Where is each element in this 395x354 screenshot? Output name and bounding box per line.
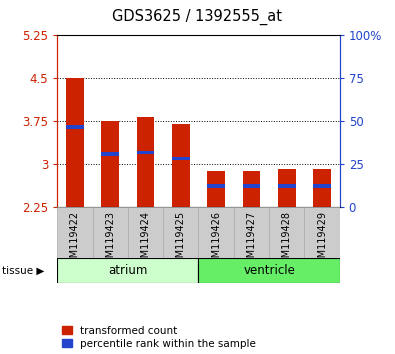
Text: GSM119426: GSM119426 xyxy=(211,211,221,270)
Bar xyxy=(163,207,198,258)
Text: GSM119428: GSM119428 xyxy=(282,211,292,270)
Bar xyxy=(207,171,225,207)
Text: GSM119423: GSM119423 xyxy=(105,211,115,270)
Bar xyxy=(243,184,260,188)
Bar xyxy=(92,207,128,258)
Bar xyxy=(102,152,119,155)
Bar xyxy=(102,121,119,207)
Bar xyxy=(278,184,295,188)
Bar xyxy=(305,207,340,258)
Bar xyxy=(172,157,190,160)
Text: ventricle: ventricle xyxy=(243,264,295,277)
Text: GDS3625 / 1392555_at: GDS3625 / 1392555_at xyxy=(113,9,282,25)
Bar xyxy=(199,207,234,258)
Bar xyxy=(269,207,305,258)
Bar xyxy=(57,207,92,258)
Text: atrium: atrium xyxy=(108,264,148,277)
Bar xyxy=(172,124,190,207)
Bar xyxy=(128,207,163,258)
Bar xyxy=(313,169,331,207)
Bar xyxy=(137,151,154,154)
Bar xyxy=(57,258,199,283)
Text: GSM119425: GSM119425 xyxy=(176,211,186,270)
Text: GSM119427: GSM119427 xyxy=(246,211,256,270)
Bar xyxy=(137,117,154,207)
Bar xyxy=(199,258,340,283)
Text: GSM119429: GSM119429 xyxy=(317,211,327,270)
Bar xyxy=(66,125,84,129)
Text: GSM119422: GSM119422 xyxy=(70,211,80,270)
Text: GSM119424: GSM119424 xyxy=(141,211,150,270)
Bar xyxy=(313,184,331,188)
Bar xyxy=(234,207,269,258)
Text: tissue ▶: tissue ▶ xyxy=(2,266,44,276)
Bar xyxy=(243,171,260,207)
Legend: transformed count, percentile rank within the sample: transformed count, percentile rank withi… xyxy=(62,326,256,349)
Bar xyxy=(207,184,225,188)
Bar xyxy=(278,169,295,207)
Bar xyxy=(66,78,84,207)
